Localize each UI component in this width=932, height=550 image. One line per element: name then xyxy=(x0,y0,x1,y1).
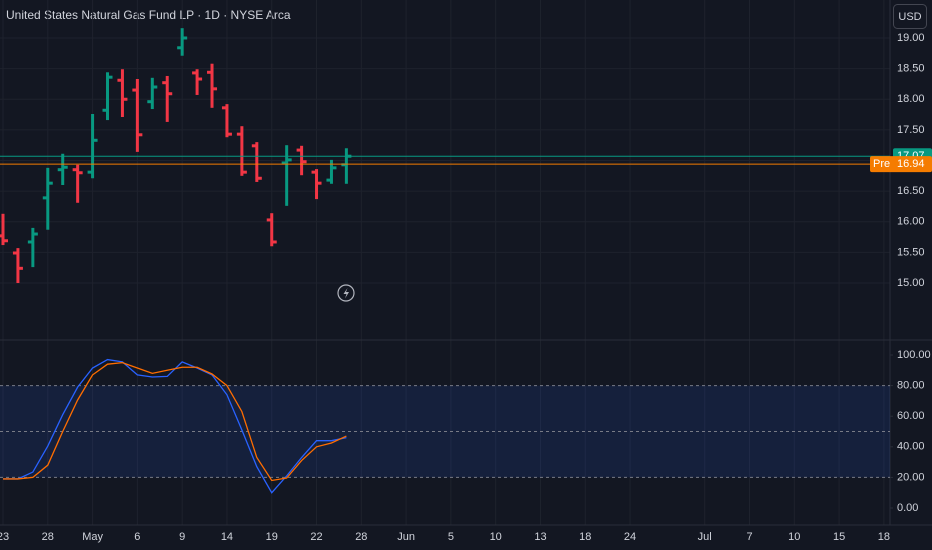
ohlc-bar xyxy=(27,227,38,268)
ohlc-bar xyxy=(162,75,173,122)
x-tick-label: 5 xyxy=(448,531,454,543)
x-tick-label: 24 xyxy=(624,531,636,543)
x-tick-label: 6 xyxy=(134,531,140,543)
x-tick-label: 19 xyxy=(266,531,278,543)
premarket-tag: Pre xyxy=(873,158,890,170)
y-tick-label: 60.00 xyxy=(897,410,925,422)
premarket-box xyxy=(870,156,932,173)
y-tick-label: 17.50 xyxy=(897,124,925,136)
x-tick-label: 18 xyxy=(579,531,591,543)
x-tick-label: 9 xyxy=(179,531,185,543)
y-tick-label: 19.00 xyxy=(897,32,925,44)
x-tick-label: 10 xyxy=(788,531,800,543)
event-bolt[interactable] xyxy=(343,288,350,299)
y-tick-label: 15.00 xyxy=(897,277,925,289)
currency-button[interactable] xyxy=(893,4,927,29)
event-icon[interactable] xyxy=(337,284,355,302)
ohlc-bar xyxy=(42,167,53,230)
ohlc-bar xyxy=(87,113,98,179)
ohlc-bar xyxy=(12,248,23,284)
ohlc-bar xyxy=(102,72,113,121)
ohlc-bar xyxy=(266,213,277,247)
y-tick-label: 15.50 xyxy=(897,246,925,258)
x-tick-label: May xyxy=(82,531,103,543)
chart-title: United States Natural Gas Fund LP · 1D ·… xyxy=(6,8,291,22)
ohlc-bar xyxy=(281,145,292,206)
y-tick-label: 18.00 xyxy=(897,93,925,105)
y-tick-label: 0.00 xyxy=(897,502,918,514)
grid xyxy=(0,0,890,525)
ohlc-bar xyxy=(147,77,158,110)
ohlc-bar xyxy=(177,28,188,56)
ohlc-bar xyxy=(0,213,8,246)
y-tick-label: 100.00 xyxy=(897,349,931,361)
x-tick-label: 14 xyxy=(221,531,233,543)
x-tick-label: 7 xyxy=(746,531,752,543)
currency-label[interactable]: USD xyxy=(898,11,921,23)
x-tick-label: 23 xyxy=(0,531,9,543)
premarket-label: 16.94 xyxy=(897,158,925,170)
x-tick-label: 28 xyxy=(355,531,367,543)
ohlc-bar xyxy=(251,142,262,182)
y-tick-label: 16.00 xyxy=(897,216,925,228)
ohlc-bar xyxy=(296,145,307,176)
x-tick-label: 15 xyxy=(833,531,845,543)
stoch-line xyxy=(3,361,347,482)
x-tick-label: Jul xyxy=(698,531,712,543)
x-tick-label: 10 xyxy=(490,531,502,543)
x-tick-label: 13 xyxy=(534,531,546,543)
ohlc-bar xyxy=(236,126,247,176)
y-tick-label: 80.00 xyxy=(897,380,925,392)
x-tick-label: 18 xyxy=(878,531,890,543)
x-tick-label: 28 xyxy=(42,531,54,543)
x-tick-label: Jun xyxy=(397,531,415,543)
ohlc-bar xyxy=(207,63,218,108)
ohlc-bar xyxy=(221,104,232,138)
ohlc-bar xyxy=(192,69,203,95)
event-circle[interactable] xyxy=(337,284,355,302)
ohlc-bar xyxy=(132,79,143,152)
y-tick-label: 40.00 xyxy=(897,441,925,453)
ohlc-bar xyxy=(117,69,128,118)
ohlc-bar xyxy=(57,153,68,186)
ohlc-bar xyxy=(72,164,83,203)
ohlc-bar xyxy=(311,169,322,200)
y-tick-label: 20.00 xyxy=(897,471,925,483)
x-tick-label: 22 xyxy=(310,531,322,543)
y-tick-label: 18.50 xyxy=(897,63,925,75)
y-tick-label: 16.50 xyxy=(897,185,925,197)
